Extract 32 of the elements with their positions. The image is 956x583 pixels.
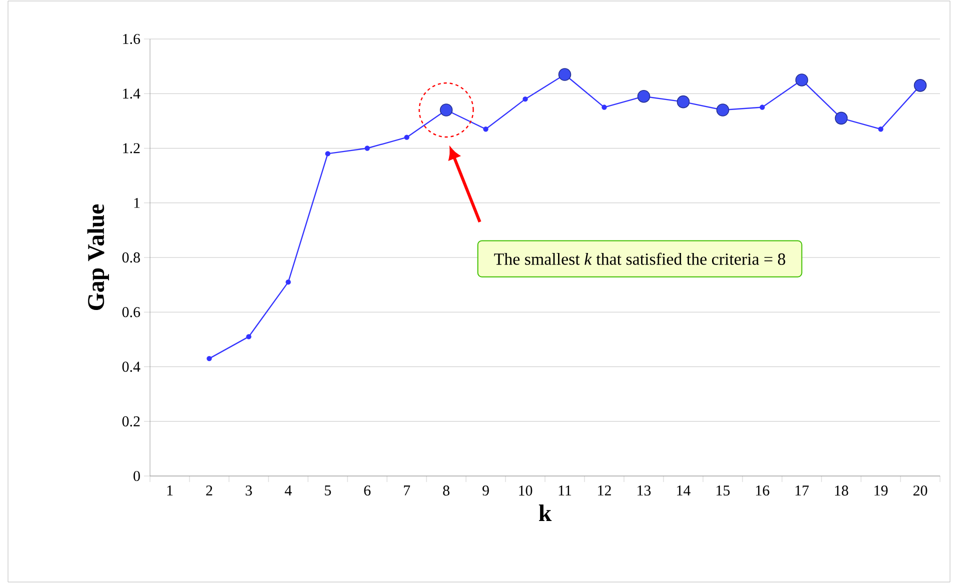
y-tick-label: 1.4 [123,88,140,99]
x-tick-label: 13 [638,486,651,496]
x-tick-label: 14 [677,486,690,496]
y-tick-label: 0.4 [122,362,140,372]
x-tick-label: 1 [167,486,173,496]
annotation: The smallest k that satisfied the criteria = 8 [494,252,786,265]
y-tick-label: 1.6 [123,34,140,44]
x-tick-label: 20 [913,486,928,496]
x-tick-label: 16 [756,486,770,496]
x-tick-label: 3 [246,486,252,496]
x-tick-label: 8 [443,486,450,496]
x-tick-label: 15 [716,486,730,496]
x-tick-label: 17 [796,486,809,496]
x-tick-label: 4 [284,486,292,496]
x-tick-label: 9 [482,486,489,496]
y-tick-label: 0 [134,470,140,482]
y-tick-label: 1 [134,198,140,208]
y-tick-label: 0.6 [122,307,140,318]
x-tick-label: 18 [835,486,848,496]
y-tick-label: 1.2 [123,143,140,154]
y-axis-title: Gap Value [87,204,109,310]
y-tick-label: 0.2 [122,416,140,426]
x-axis-title: k [538,504,552,522]
x-tick-label: 10 [519,486,532,496]
x-tick-label: 2 [206,486,212,496]
x-tick-label: 5 [324,486,331,496]
x-tick-label: 19 [874,486,888,496]
x-tick-label: 12 [598,486,611,496]
x-tick-label: 11 [558,486,572,496]
x-tick-label: 7 [404,486,410,496]
y-tick-label: 0.8 [122,252,140,263]
x-tick-label: 6 [364,486,371,496]
